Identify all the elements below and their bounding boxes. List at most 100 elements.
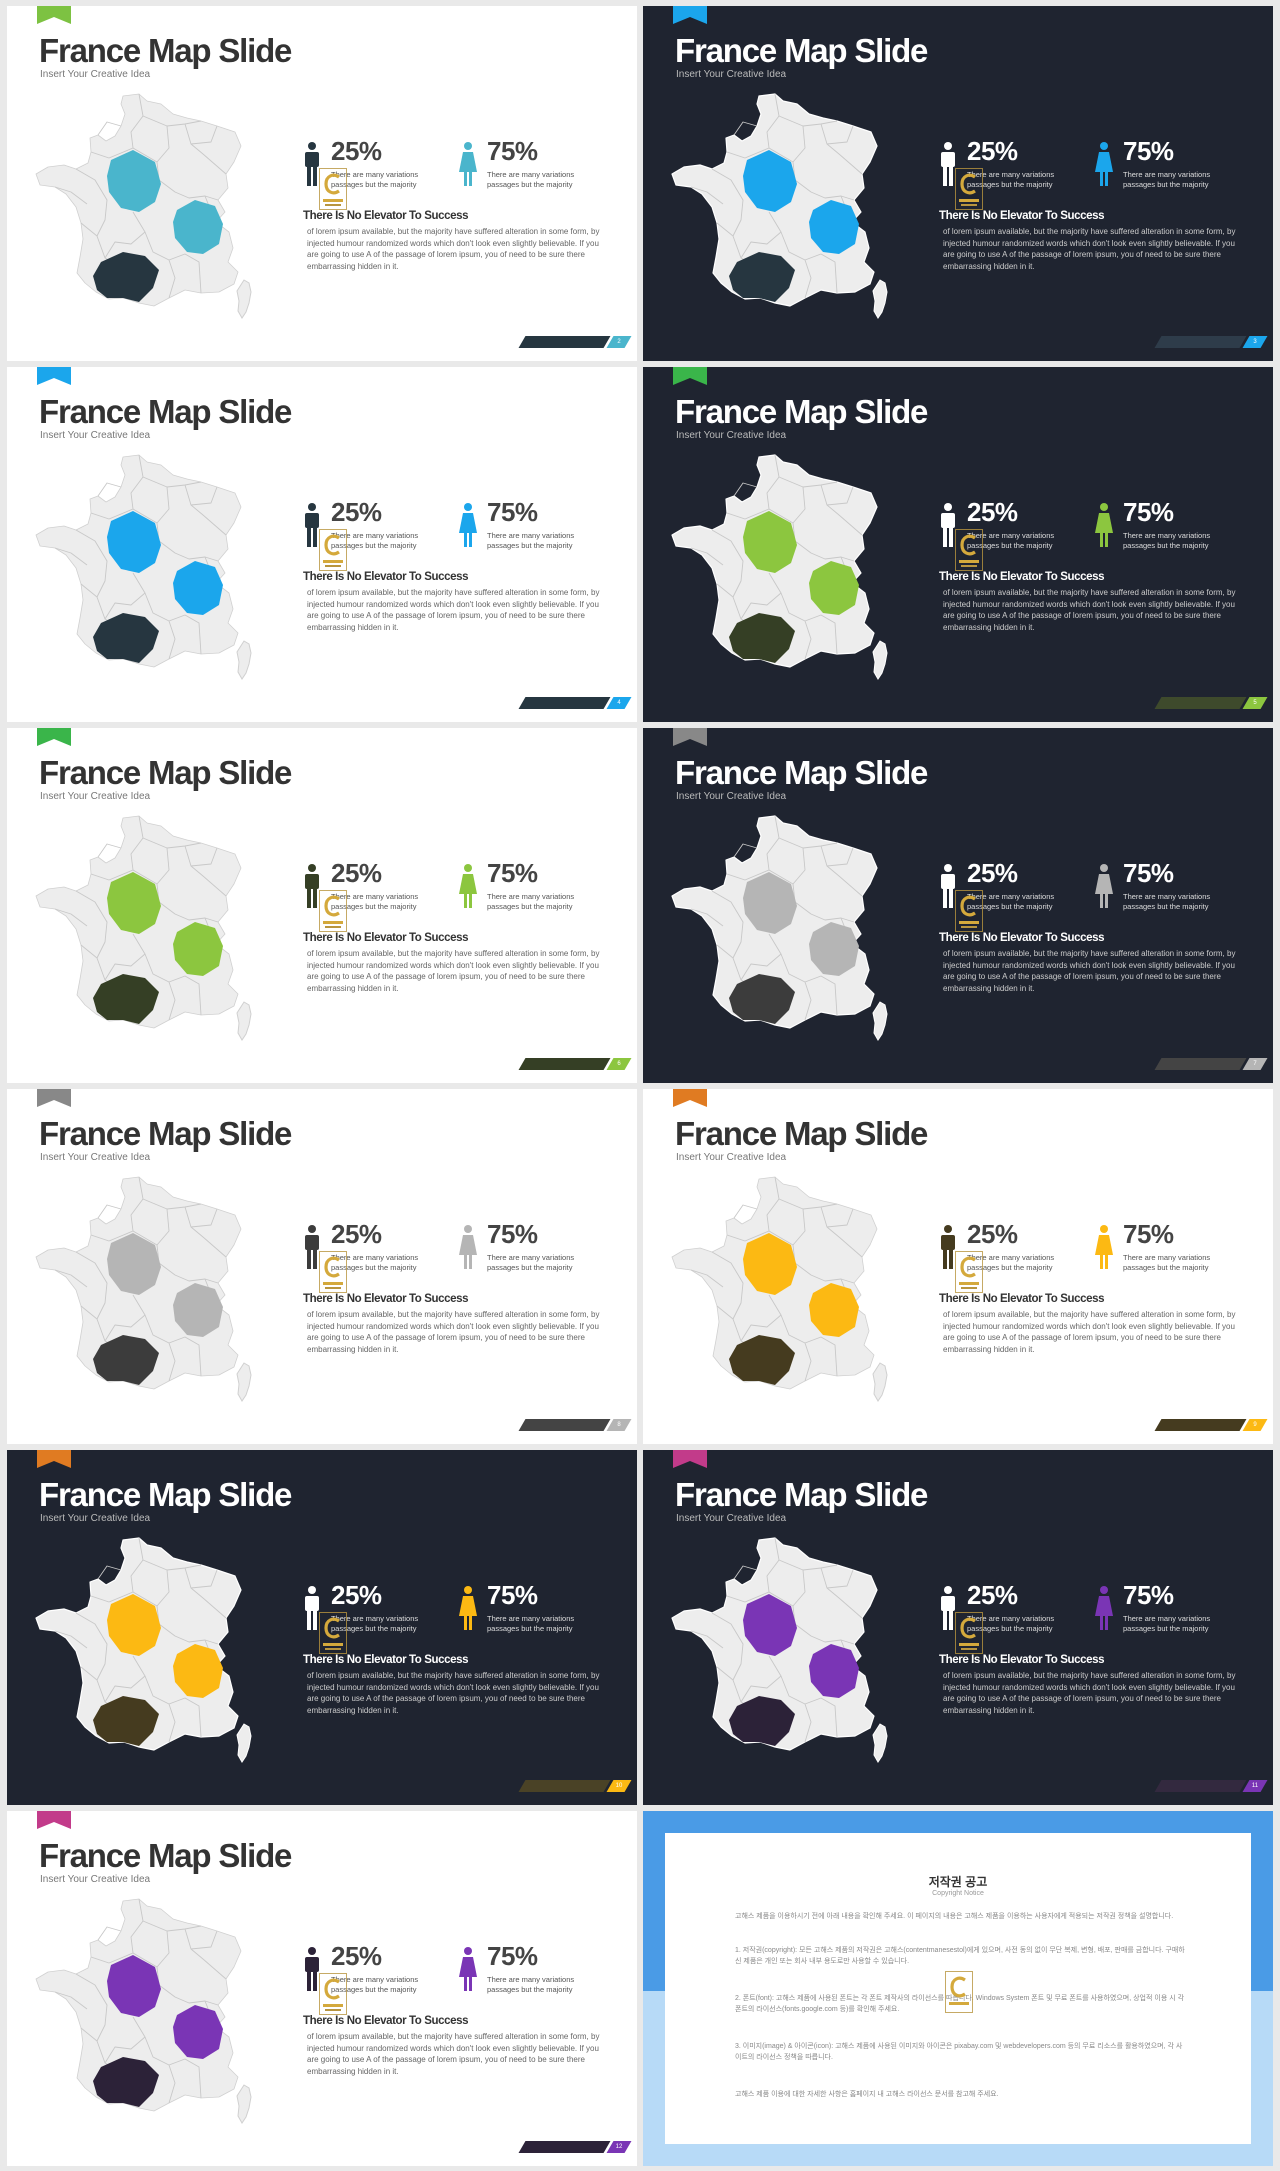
slide-thumbnail[interactable]: France Map Slide Insert Your Creative Id… [643,367,1273,722]
watermark-logo-icon [955,1251,983,1293]
page-number-bar: 7 [1154,1058,1268,1070]
page-number: 12 [615,2144,623,2150]
france-map [35,1537,252,1763]
slide-subtitle: Insert Your Creative Idea [676,1513,787,1524]
female-person-icon [1095,1586,1113,1630]
france-map [35,815,252,1041]
body-text: of lorem ipsum available, but the majori… [943,588,1236,632]
watermark-logo-icon [319,1612,347,1654]
corner-flag-icon [37,6,71,24]
section-heading: There Is No Elevator To Success [303,210,469,222]
stat-left-note: There are many variations passages but t… [331,892,419,911]
notice-paragraph: 3. 이미지(image) & 아이콘(icon): 고해스 제품에 사용된 이… [735,2043,1183,2061]
slide-title: France Map Slide [675,32,928,69]
watermark-logo-icon [319,529,347,571]
slide-title: France Map Slide [39,393,292,430]
stat-right-value: 75% [1123,136,1174,166]
stat-right-note: There are many variations passages but t… [487,1975,575,1994]
stat-right-note: There are many variations passages but t… [1123,531,1211,550]
slide-thumbnail[interactable]: France Map Slide Insert Your Creative Id… [7,1089,637,1444]
stat-right-note: There are many variations passages but t… [487,1253,575,1272]
stat-right-note: There are many variations passages but t… [1123,1614,1211,1633]
page-number: 2 [617,339,621,345]
corner-flag-icon [37,367,71,385]
stat-right-value: 75% [1123,497,1174,527]
male-person-icon [941,1586,955,1630]
stat-right-value: 75% [487,497,538,527]
slide-title: France Map Slide [39,1115,292,1152]
female-person-icon [459,864,477,908]
page-number-bar: 8 [518,1419,632,1431]
corner-flag-icon [37,1450,71,1468]
stat-right-value: 75% [1123,1580,1174,1610]
section-heading: There Is No Elevator To Success [303,2015,469,2027]
slide-thumbnail[interactable]: France Map Slide Insert Your Creative Id… [7,6,637,361]
slide-thumbnail[interactable]: France Map Slide Insert Your Creative Id… [7,1811,637,2166]
notice-subtitle: Copyright Notice [932,1890,984,1897]
france-map [35,454,252,680]
slide-title: France Map Slide [675,1476,928,1513]
female-person-icon [1095,864,1113,908]
france-map [35,1176,252,1402]
france-map [35,93,252,319]
copyright-notice-slide[interactable]: 저작권 공고 Copyright Notice 고해스 제품을 이용하시기 전에… [643,1811,1273,2166]
page-number: 8 [617,1422,621,1428]
france-map [671,454,888,680]
body-text: of lorem ipsum available, but the majori… [307,1310,600,1354]
france-map [671,93,888,319]
france-map [35,1898,252,2124]
corner-flag-icon [37,1089,71,1107]
slide-thumbnail[interactable]: France Map Slide Insert Your Creative Id… [643,1089,1273,1444]
section-heading: There Is No Elevator To Success [939,1654,1105,1666]
stat-right-note: There are many variations passages but t… [1123,170,1211,189]
slide-thumbnail[interactable]: France Map Slide Insert Your Creative Id… [643,1450,1273,1805]
watermark-logo-icon [319,1973,347,2015]
section-heading: There Is No Elevator To Success [939,932,1105,944]
section-heading: There Is No Elevator To Success [303,932,469,944]
slide-subtitle: Insert Your Creative Idea [676,69,787,80]
stat-left-value: 25% [967,136,1018,166]
slide-thumbnail[interactable]: France Map Slide Insert Your Creative Id… [7,1450,637,1805]
france-map [671,1537,888,1763]
slide-title: France Map Slide [675,1115,928,1152]
page-number: 7 [1253,1061,1257,1067]
stat-left-note: There are many variations passages but t… [967,531,1055,550]
stat-left-value: 25% [967,1219,1018,1249]
body-text: of lorem ipsum available, but the majori… [943,1671,1236,1715]
stat-left-note: There are many variations passages but t… [331,1614,419,1633]
corner-flag-icon [37,1811,71,1829]
slide-thumbnail[interactable]: France Map Slide Insert Your Creative Id… [643,728,1273,1083]
page-number-bar: 11 [1154,1780,1268,1792]
page-number-bar: 2 [518,336,632,348]
corner-flag-icon [673,1089,707,1107]
stat-left-note: There are many variations passages but t… [331,1253,419,1272]
slide-subtitle: Insert Your Creative Idea [40,791,151,802]
stat-left-value: 25% [967,858,1018,888]
page-number: 4 [617,700,621,706]
slide-title: France Map Slide [39,1837,292,1874]
body-text: of lorem ipsum available, but the majori… [307,227,600,271]
slide-subtitle: Insert Your Creative Idea [40,430,151,441]
body-text: of lorem ipsum available, but the majori… [943,949,1236,993]
slide-subtitle: Insert Your Creative Idea [40,69,151,80]
slide-subtitle: Insert Your Creative Idea [676,791,787,802]
corner-flag-icon [37,728,71,746]
stat-left-note: There are many variations passages but t… [967,170,1055,189]
stat-left-note: There are many variations passages but t… [331,1975,419,1994]
watermark-logo-icon [955,168,983,210]
section-heading: There Is No Elevator To Success [939,571,1105,583]
slide-title: France Map Slide [675,393,928,430]
male-person-icon [305,864,319,908]
body-text: of lorem ipsum available, but the majori… [307,588,600,632]
notice-card: 저작권 공고 Copyright Notice 고해스 제품을 이용하시기 전에… [665,1833,1251,2144]
slide-thumbnail[interactable]: France Map Slide Insert Your Creative Id… [643,6,1273,361]
stat-left-value: 25% [331,1219,382,1249]
watermark-logo-icon [955,529,983,571]
male-person-icon [305,503,319,547]
male-person-icon [941,142,955,186]
male-person-icon [941,864,955,908]
page-number-bar: 10 [518,1780,632,1792]
slide-thumbnail[interactable]: France Map Slide Insert Your Creative Id… [7,367,637,722]
slide-thumbnail[interactable]: France Map Slide Insert Your Creative Id… [7,728,637,1083]
france-map [671,815,888,1041]
